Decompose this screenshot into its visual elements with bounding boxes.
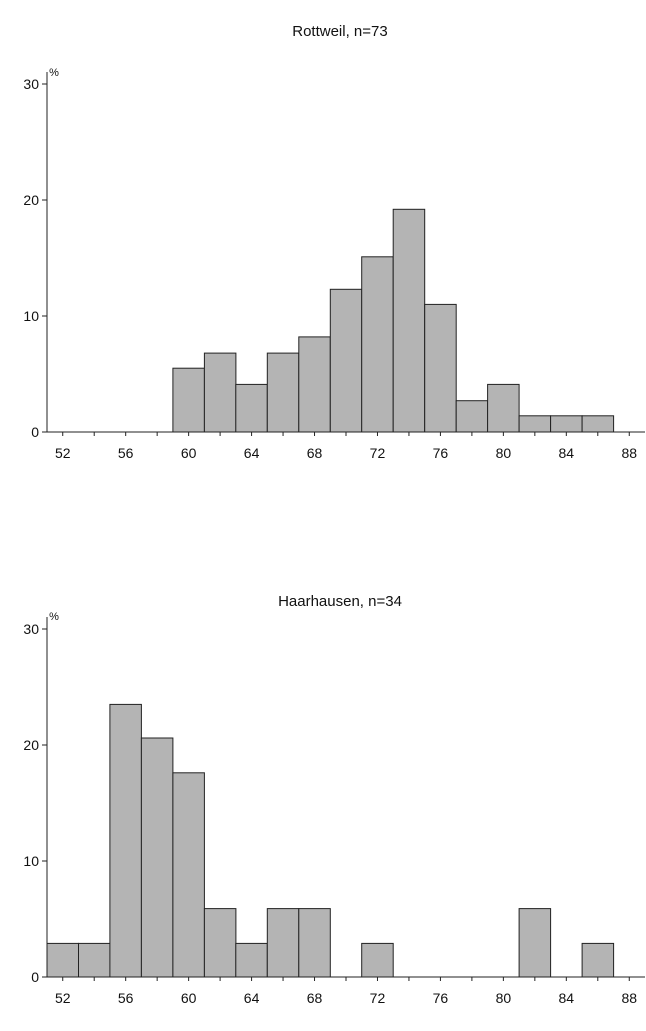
bar-53-55 [78,942,111,978]
bar-65-67 [266,352,300,433]
x-tick-label-52: 52 [55,445,71,461]
x-tick-label-88: 88 [621,990,637,1006]
bar-75-77 [424,303,457,433]
bar-81-83 [518,415,552,433]
axes [42,617,645,981]
x-tick-label-76: 76 [433,990,449,1006]
bar-83-85 [550,415,583,433]
x-tick-label-60: 60 [181,445,197,461]
x-tick-label-80: 80 [496,445,512,461]
bar-73-75 [392,208,426,433]
bar-67-69 [298,908,331,978]
y-tick-label-10: 10 [23,853,39,869]
bars [46,703,615,978]
y-tick-label-20: 20 [23,192,39,208]
bar-71-73 [361,256,394,433]
bar-67-69 [298,336,331,433]
y-tick-label-0: 0 [31,424,39,440]
x-tick-label-72: 72 [370,445,386,461]
x-tick-label-56: 56 [118,445,134,461]
haarhausen-histogram-svg: Haarhausen, n=34 % 0 10 20 30 52 56 60 64 68 72 76… [23,593,645,1006]
bar-81-83 [518,908,552,978]
bar-63-65 [235,942,268,978]
x-tick-label-56: 56 [118,990,134,1006]
x-tick-label-88: 88 [621,445,637,461]
bar-79-81 [487,383,520,433]
axes [42,72,645,436]
x-tick-label-84: 84 [559,445,575,461]
y-tick-label-20: 20 [23,737,39,753]
bar-69-71 [329,288,363,433]
haarhausen-histogram: Haarhausen, n=34 % 0 10 20 30 52 56 60 64 68 72 76… [0,540,646,1020]
x-tick-label-64: 64 [244,990,260,1006]
bar-61-63 [203,352,237,433]
x-tick-label-60: 60 [181,990,197,1006]
x-tick-label-84: 84 [559,990,575,1006]
bar-85-87 [581,942,615,978]
x-tick-label-52: 52 [55,990,71,1006]
x-tick-label-68: 68 [307,990,323,1006]
chart-title: Haarhausen, n=34 [278,593,402,610]
y-tick-label-30: 30 [23,621,39,637]
chart-title: Rottweil, n=73 [292,23,387,40]
bar-57-59 [140,737,174,978]
y-axis-unit: % [49,611,59,623]
x-tick-label-76: 76 [433,445,449,461]
y-tick-label-0: 0 [31,969,39,985]
tick-labels: 0 10 20 30 52 56 60 64 68 72 76 80 84 88 [23,76,637,461]
y-axis-unit: % [49,67,59,79]
bar-51-53 [46,942,79,978]
rottweil-histogram-svg: Rottweil, n=73 % 0 10 20 30 52 56 60 64 68 72 76 80… [23,23,645,461]
bar-59-61 [172,772,205,978]
bar-59-61 [172,367,205,433]
x-tick-label-80: 80 [496,990,512,1006]
bar-55-57 [109,703,142,978]
y-tick-label-10: 10 [23,308,39,324]
bar-71-73 [361,942,394,978]
bar-61-63 [203,908,237,978]
x-tick-label-68: 68 [307,445,323,461]
bar-85-87 [581,415,615,433]
x-tick-label-64: 64 [244,445,260,461]
y-tick-label-30: 30 [23,76,39,92]
bar-65-67 [266,908,300,978]
rottweil-histogram: Rottweil, n=73 % 0 10 20 30 52 56 60 64 68 72 76 80… [0,0,646,480]
bars [172,208,615,433]
bar-63-65 [235,383,268,433]
bar-77-79 [455,400,489,433]
x-tick-label-72: 72 [370,990,386,1006]
tick-labels: 0 10 20 30 52 56 60 64 68 72 76 80 84 88 [23,621,637,1006]
